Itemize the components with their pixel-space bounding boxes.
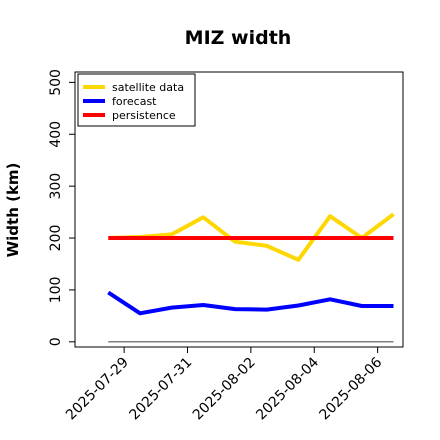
y-tick-label: 300 [48, 173, 64, 200]
chart-title: MIZ width [185, 27, 292, 49]
x-tick-label: 2025-08-02 [190, 355, 259, 424]
x-tick-label: 2025-07-29 [63, 355, 132, 424]
y-tick-label: 400 [48, 121, 64, 148]
legend-label-forecast: forecast [112, 95, 157, 108]
y-tick-label: 500 [48, 69, 64, 96]
series-line-forecast [107, 290, 394, 316]
y-axis-label: Width (km) [4, 163, 22, 258]
x-tick-label: 2025-07-31 [126, 355, 195, 424]
plot-frame [74, 71, 404, 348]
series-line-satellite-data [108, 212, 395, 262]
y-tick-label: 100 [48, 277, 64, 304]
x-tick-label: 2025-08-06 [317, 354, 386, 423]
x-tick-label: 2025-08-04 [253, 354, 322, 423]
y-tick-label: 200 [48, 225, 64, 252]
legend-label-persistence: persistence [112, 109, 176, 122]
legend-label-satellite-data: satellite data [112, 81, 184, 94]
y-tick-label: 0 [48, 337, 64, 346]
